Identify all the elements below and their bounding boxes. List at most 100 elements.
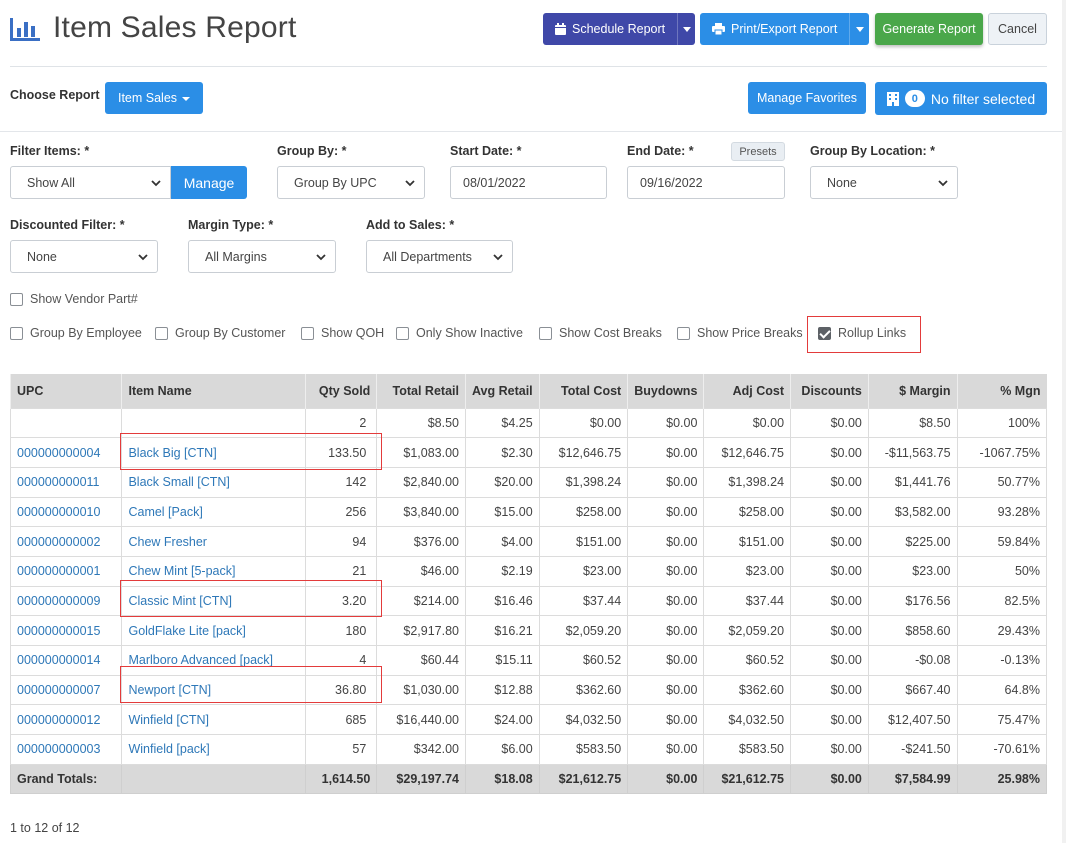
col-qty-sold[interactable]: Qty Sold: [304, 374, 377, 408]
table-cell: $1,441.76: [867, 466, 958, 498]
show-qoh-label: Show QOH: [321, 326, 385, 340]
table-cell: 75.47%: [956, 704, 1048, 736]
end-date-input[interactable]: 09/16/2022: [627, 166, 785, 199]
col-discounts[interactable]: Discounts: [790, 374, 869, 408]
table-cell: $0.00: [790, 674, 869, 706]
table-cell: $2.30: [464, 437, 540, 468]
show-vendor-part-checkbox[interactable]: Show Vendor Part#: [10, 292, 138, 306]
checkbox-box[interactable]: [155, 326, 168, 340]
upc-link[interactable]: 000000000003: [9, 734, 123, 765]
col-total-cost[interactable]: Total Cost: [538, 374, 628, 408]
cancel-button[interactable]: Cancel: [988, 13, 1047, 45]
table-row: 000000000003 Winfield [pack] 57 $342.00 $6.0…: [9, 734, 1048, 765]
col-total-retail[interactable]: Total Retail: [376, 374, 466, 408]
start-date-input[interactable]: 08/01/2022: [450, 166, 607, 199]
col-upc[interactable]: UPC: [9, 374, 122, 408]
discounted-filter-select[interactable]: None: [10, 240, 158, 273]
item-name-link[interactable]: Newport [CTN]: [121, 674, 306, 706]
item-name-link[interactable]: Chew Fresher: [121, 526, 306, 557]
print-export-button[interactable]: Print/Export Report: [700, 13, 869, 45]
checkbox-box[interactable]: [396, 326, 409, 340]
checkbox-box[interactable]: [818, 326, 831, 340]
chevron-down-icon: [316, 254, 326, 261]
show-price-breaks-checkbox[interactable]: Show Price Breaks: [677, 326, 803, 340]
checkbox-box[interactable]: [10, 292, 23, 306]
report-type-dropdown[interactable]: Item Sales: [105, 82, 203, 114]
item-name-link[interactable]: Winfield [CTN]: [121, 704, 306, 736]
upc-link[interactable]: [9, 407, 123, 439]
col-margin[interactable]: $ Margin: [867, 374, 958, 408]
item-sales-table: UPC Item Name Qty Sold Total Retail Avg …: [9, 374, 1048, 795]
table-cell: $0.00: [538, 407, 629, 439]
checkbox-box[interactable]: [301, 326, 314, 340]
item-name-link[interactable]: Winfield [pack]: [121, 734, 306, 765]
filter-status-button[interactable]: 0 No filter selected: [875, 82, 1047, 115]
upc-link[interactable]: 000000000001: [9, 555, 123, 587]
col-pct-margin[interactable]: % Mgn: [956, 374, 1047, 408]
item-name-link[interactable]: Classic Mint [CTN]: [121, 585, 306, 617]
building-icon: [886, 91, 899, 106]
show-price-breaks-label: Show Price Breaks: [697, 326, 803, 340]
upc-link[interactable]: 000000000012: [9, 704, 123, 736]
item-name-link[interactable]: Black Big [CTN]: [121, 437, 306, 468]
margin-type-select[interactable]: All Margins: [188, 240, 336, 273]
col-avg-retail[interactable]: Avg Retail: [464, 374, 540, 408]
manage-items-button[interactable]: Manage: [171, 166, 247, 199]
item-name-link[interactable]: Marlboro Advanced [pack]: [121, 645, 306, 676]
show-qoh-checkbox[interactable]: Show QOH: [301, 326, 384, 340]
presets-button[interactable]: Presets: [731, 142, 785, 161]
upc-link[interactable]: 000000000009: [9, 585, 123, 617]
item-name-link[interactable]: GoldFlake Lite [pack]: [121, 615, 306, 646]
add-to-sales-select[interactable]: All Departments: [366, 240, 513, 273]
table-cell: $0.00: [627, 407, 705, 439]
print-dropdown-toggle[interactable]: [849, 13, 869, 45]
totals-cell: $21,612.75: [703, 763, 792, 795]
choose-report-label: Choose Report: [10, 88, 100, 102]
group-by-employee-checkbox[interactable]: Group By Employee: [10, 326, 142, 340]
rollup-links-checkbox[interactable]: Rollup Links: [818, 326, 906, 340]
item-name-link[interactable]: Camel [Pack]: [121, 496, 306, 528]
upc-link[interactable]: 000000000007: [9, 674, 123, 706]
item-name-link[interactable]: Black Small [CTN]: [121, 466, 306, 498]
filter-items-select[interactable]: Show All: [10, 166, 171, 199]
page-title: Item Sales Report: [53, 11, 297, 44]
show-cost-breaks-checkbox[interactable]: Show Cost Breaks: [539, 326, 662, 340]
checkbox-box[interactable]: [677, 326, 690, 340]
table-cell: 50%: [956, 555, 1048, 587]
col-item-name[interactable]: Item Name: [121, 374, 306, 408]
schedule-dropdown-toggle[interactable]: [677, 13, 695, 45]
table-cell: 64.8%: [956, 674, 1048, 706]
upc-link[interactable]: 000000000014: [9, 645, 123, 676]
table-cell: $37.44: [703, 585, 792, 617]
upc-link[interactable]: 000000000002: [9, 526, 123, 557]
upc-link[interactable]: 000000000011: [9, 466, 123, 498]
table-cell: $20.00: [464, 466, 540, 498]
schedule-report-button[interactable]: Schedule Report: [543, 13, 695, 45]
table-cell: $60.44: [376, 645, 466, 676]
table-cell: -70.61%: [956, 734, 1048, 765]
table-cell: $2,059.20: [538, 615, 629, 646]
end-date-label: End Date: *: [627, 144, 694, 158]
table-cell: $225.00: [867, 526, 958, 557]
group-by-customer-checkbox[interactable]: Group By Customer: [155, 326, 285, 340]
table-cell: $362.60: [703, 674, 792, 706]
item-name-link[interactable]: Chew Mint [5-pack]: [121, 555, 306, 587]
table-row: 000000000011 Black Small [CTN] 142 $2,840.0…: [9, 466, 1048, 498]
checkbox-box[interactable]: [10, 326, 23, 340]
col-adj-cost[interactable]: Adj Cost: [703, 374, 791, 408]
col-buydowns[interactable]: Buydowns: [627, 374, 704, 408]
table-cell: $16,440.00: [376, 704, 466, 736]
upc-link[interactable]: 000000000004: [9, 437, 123, 468]
upc-link[interactable]: 000000000010: [9, 496, 123, 528]
group-by-select[interactable]: Group By UPC: [277, 166, 425, 199]
manage-favorites-button[interactable]: Manage Favorites: [748, 82, 866, 114]
scrollbar[interactable]: [1062, 0, 1066, 843]
generate-report-button[interactable]: Generate Report: [875, 13, 983, 45]
only-show-inactive-checkbox[interactable]: Only Show Inactive: [396, 326, 523, 340]
pagination-status: 1 to 12 of 12: [10, 821, 80, 835]
upc-link[interactable]: 000000000015: [9, 615, 123, 646]
show-vendor-part-label: Show Vendor Part#: [30, 292, 138, 306]
group-location-select[interactable]: None: [810, 166, 958, 199]
table-cell: $0.00: [627, 615, 705, 646]
checkbox-box[interactable]: [539, 326, 552, 340]
